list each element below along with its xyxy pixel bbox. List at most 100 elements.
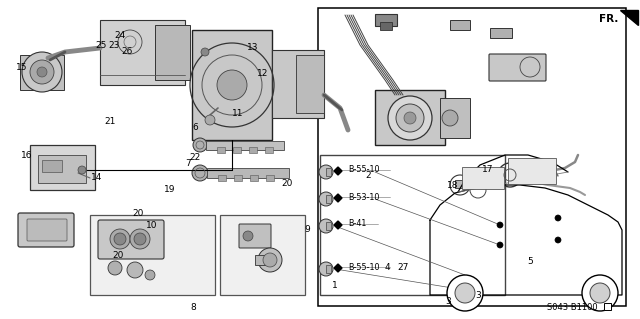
Text: S043 B1100: S043 B1100 (547, 303, 598, 313)
FancyBboxPatch shape (440, 98, 470, 138)
Text: 15: 15 (16, 63, 28, 72)
Text: 18: 18 (447, 181, 459, 189)
Circle shape (555, 215, 561, 221)
Text: 27: 27 (397, 263, 409, 272)
Text: 11: 11 (232, 108, 244, 117)
FancyBboxPatch shape (42, 160, 62, 172)
Text: 9: 9 (304, 226, 310, 234)
Text: B-53-10: B-53-10 (348, 192, 380, 202)
Text: 13: 13 (247, 43, 259, 53)
Circle shape (319, 219, 333, 233)
Text: 1: 1 (332, 280, 338, 290)
FancyBboxPatch shape (320, 155, 505, 295)
Circle shape (114, 233, 126, 245)
FancyBboxPatch shape (326, 168, 331, 176)
Circle shape (590, 283, 610, 303)
Text: 20: 20 (282, 180, 292, 189)
Circle shape (30, 222, 46, 238)
FancyBboxPatch shape (508, 158, 556, 184)
Circle shape (555, 237, 561, 243)
FancyBboxPatch shape (604, 303, 611, 310)
Circle shape (243, 231, 253, 241)
FancyBboxPatch shape (455, 180, 473, 188)
FancyBboxPatch shape (296, 55, 324, 113)
Text: 24: 24 (115, 31, 125, 40)
Circle shape (497, 242, 503, 248)
Circle shape (127, 262, 143, 278)
Text: 3: 3 (445, 298, 451, 307)
Text: 16: 16 (21, 151, 33, 160)
FancyBboxPatch shape (155, 25, 190, 80)
FancyBboxPatch shape (255, 255, 267, 265)
Circle shape (110, 229, 130, 249)
Circle shape (497, 222, 503, 228)
Circle shape (319, 262, 333, 276)
FancyBboxPatch shape (90, 215, 215, 295)
Circle shape (192, 165, 208, 181)
Polygon shape (334, 194, 342, 202)
FancyBboxPatch shape (18, 213, 74, 247)
FancyBboxPatch shape (266, 175, 274, 181)
Text: 23: 23 (108, 41, 120, 49)
Polygon shape (620, 10, 638, 25)
Circle shape (582, 275, 618, 311)
FancyBboxPatch shape (38, 155, 86, 183)
Circle shape (130, 229, 150, 249)
FancyBboxPatch shape (233, 147, 241, 153)
FancyBboxPatch shape (265, 147, 273, 153)
FancyBboxPatch shape (217, 147, 225, 153)
Text: 3: 3 (475, 291, 481, 300)
FancyBboxPatch shape (100, 20, 185, 85)
FancyBboxPatch shape (207, 168, 289, 178)
FancyBboxPatch shape (250, 175, 258, 181)
Circle shape (217, 70, 247, 100)
Polygon shape (334, 167, 342, 175)
Circle shape (455, 283, 475, 303)
Text: 7: 7 (185, 159, 191, 167)
Circle shape (78, 166, 86, 174)
Circle shape (396, 104, 424, 132)
FancyBboxPatch shape (450, 20, 470, 30)
Circle shape (319, 165, 333, 179)
Text: 22: 22 (189, 153, 200, 162)
Text: B-55-10: B-55-10 (348, 166, 380, 174)
FancyBboxPatch shape (192, 30, 272, 140)
FancyBboxPatch shape (490, 28, 512, 38)
FancyBboxPatch shape (489, 54, 546, 81)
FancyBboxPatch shape (375, 90, 445, 145)
Text: FR.: FR. (598, 14, 618, 24)
FancyBboxPatch shape (98, 220, 164, 259)
Polygon shape (334, 221, 342, 229)
Polygon shape (334, 264, 342, 272)
Text: 26: 26 (122, 48, 132, 56)
FancyBboxPatch shape (218, 175, 226, 181)
Text: B-41: B-41 (348, 219, 366, 228)
Circle shape (205, 115, 215, 125)
FancyBboxPatch shape (249, 147, 257, 153)
Circle shape (108, 261, 122, 275)
Circle shape (263, 253, 277, 267)
Circle shape (22, 52, 62, 92)
FancyBboxPatch shape (220, 215, 305, 295)
FancyBboxPatch shape (239, 224, 271, 248)
Text: 5: 5 (527, 257, 533, 266)
FancyBboxPatch shape (326, 195, 331, 203)
Circle shape (258, 248, 282, 272)
FancyBboxPatch shape (234, 175, 242, 181)
Text: 8: 8 (190, 302, 196, 311)
Circle shape (30, 60, 54, 84)
Text: B-55-10: B-55-10 (348, 263, 380, 271)
Circle shape (37, 67, 47, 77)
Circle shape (404, 112, 416, 124)
Text: 6: 6 (192, 123, 198, 132)
Text: 4: 4 (384, 263, 390, 272)
Text: 25: 25 (95, 41, 107, 49)
Text: 2: 2 (365, 170, 371, 180)
Text: 19: 19 (164, 186, 176, 195)
FancyBboxPatch shape (27, 219, 67, 241)
Text: 17: 17 (483, 166, 493, 174)
FancyBboxPatch shape (326, 265, 331, 273)
FancyBboxPatch shape (20, 55, 64, 90)
Circle shape (193, 138, 207, 152)
FancyBboxPatch shape (375, 14, 397, 26)
